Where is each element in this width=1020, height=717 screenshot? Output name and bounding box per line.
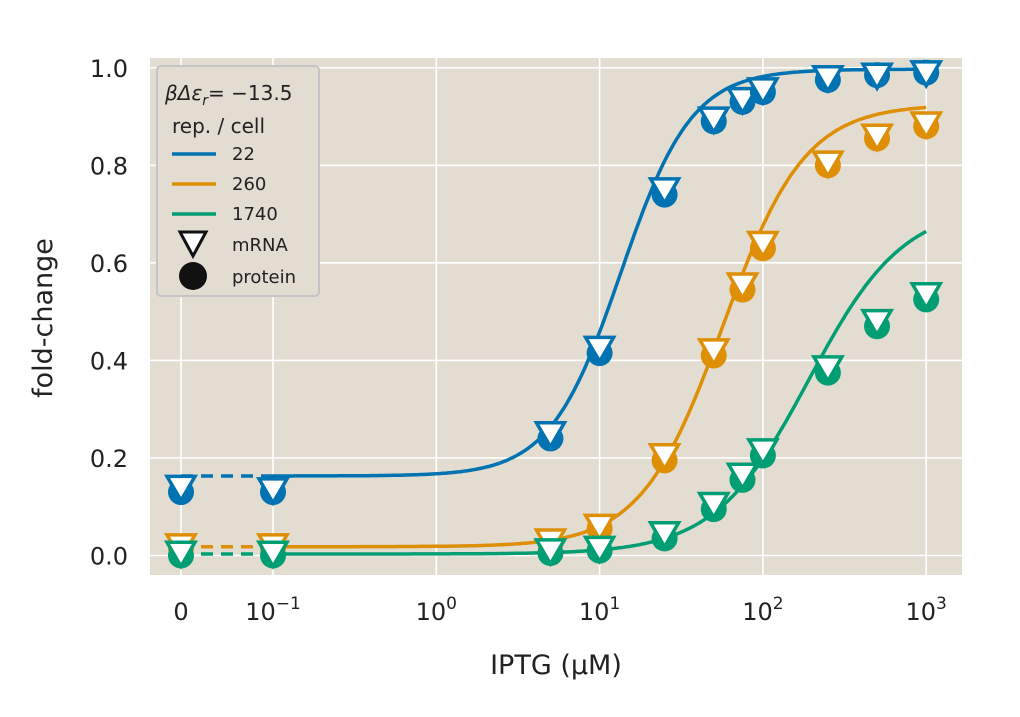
legend-mrna-marker <box>177 230 209 260</box>
legend-title: βΔεr= −13.5 <box>164 81 292 109</box>
legend-label-1740: 1740 <box>232 204 278 225</box>
mrna-point-1740 <box>859 308 895 339</box>
mrna-point-22 <box>582 335 617 365</box>
mrna-point-260 <box>859 123 895 153</box>
mrna-point-22 <box>647 177 682 207</box>
mrna-point-1740 <box>533 538 568 568</box>
x-tick-label: 103 <box>906 594 947 626</box>
mrna-point-22 <box>255 477 291 507</box>
y-tick-label: 1.0 <box>90 55 128 83</box>
mrna-point-260 <box>810 150 845 180</box>
y-tick-label: 0.6 <box>90 250 128 278</box>
mrna-point-260 <box>647 442 682 473</box>
mrna-point-260 <box>725 272 760 302</box>
y-tick-label: 0.4 <box>90 347 128 375</box>
mrna-point-1740 <box>255 540 291 570</box>
mrna-point-22 <box>696 106 731 136</box>
data-markers <box>163 59 944 570</box>
y-tick-label: 0.2 <box>90 445 128 473</box>
legend-mrna-label: mRNA <box>232 235 289 256</box>
legend-series: 22 260 1740 <box>172 144 278 225</box>
mrna-point-1740 <box>745 438 780 468</box>
mrna-point-260 <box>582 513 617 543</box>
y-tick-label: 0.0 <box>90 542 128 570</box>
legend-protein-label: protein <box>232 267 296 288</box>
legend-label-22: 22 <box>232 144 255 165</box>
mrna-point-22 <box>859 62 895 92</box>
x-tick-label: 101 <box>579 594 620 626</box>
legend-subtitle: rep. / cell <box>172 114 265 138</box>
mrna-point-1740 <box>582 535 617 565</box>
mrna-point-1740 <box>696 491 731 521</box>
mrna-point-22 <box>909 60 944 90</box>
mrna-point-22 <box>533 421 568 451</box>
mrna-point-260 <box>909 111 944 141</box>
legend-protein-marker <box>179 262 207 290</box>
x-axis-label: IPTG (μM) <box>490 650 622 681</box>
x-tick-labels: 0 10−1 100 101 102 103 <box>173 594 947 626</box>
mrna-point-22 <box>163 474 199 504</box>
y-tick-labels: 0.0 0.2 0.4 0.6 0.8 1.0 <box>90 55 128 571</box>
mrna-point-22 <box>745 77 780 107</box>
mrna-point-1740 <box>647 520 682 551</box>
x-tick-label: 102 <box>742 594 783 626</box>
mrna-point-1740 <box>810 355 845 385</box>
x-tick-label: 100 <box>416 594 457 626</box>
mrna-point-22 <box>725 86 760 117</box>
mrna-point-1740 <box>909 282 944 312</box>
y-axis-label: fold-change <box>28 238 59 398</box>
y-tick-label: 0.8 <box>90 152 128 180</box>
legend: βΔεr= −13.5 rep. / cell 22 260 1740 mRNA p… <box>156 65 320 297</box>
legend-label-260: 260 <box>232 174 266 195</box>
x-tick-label: 0 <box>173 598 188 626</box>
mrna-point-22 <box>810 64 845 95</box>
mrna-point-1740 <box>163 540 199 570</box>
mrna-point-260 <box>696 338 731 368</box>
mrna-point-1740 <box>725 462 760 492</box>
x-tick-label: 10−1 <box>245 594 301 626</box>
mrna-point-260 <box>745 230 780 261</box>
